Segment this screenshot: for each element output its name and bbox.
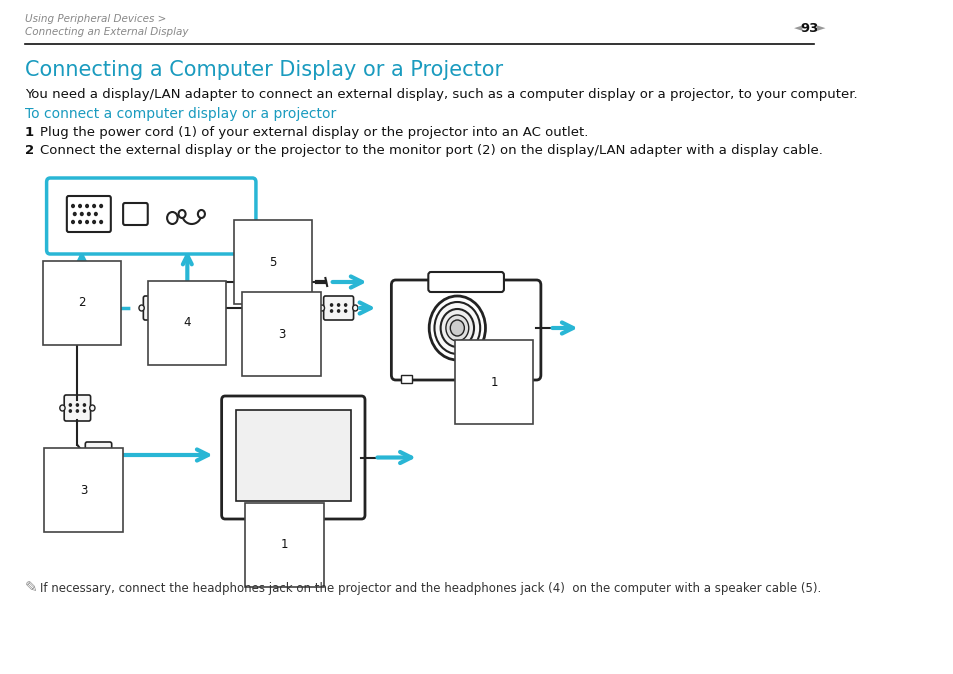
- Circle shape: [434, 302, 479, 354]
- FancyBboxPatch shape: [64, 395, 91, 421]
- Bar: [286, 515, 300, 533]
- Circle shape: [88, 212, 90, 216]
- Circle shape: [60, 405, 65, 411]
- Text: Using Peripheral Devices >: Using Peripheral Devices >: [25, 14, 166, 24]
- Text: Connect the external display or the projector to the monitor port (2) on the dis: Connect the external display or the proj…: [40, 144, 822, 157]
- Text: 3: 3: [277, 328, 285, 340]
- Circle shape: [178, 210, 186, 218]
- FancyBboxPatch shape: [47, 178, 255, 254]
- Circle shape: [164, 304, 166, 306]
- Circle shape: [344, 310, 346, 312]
- Circle shape: [91, 451, 92, 453]
- Text: 5: 5: [269, 255, 276, 268]
- Circle shape: [86, 220, 89, 224]
- Circle shape: [91, 457, 92, 459]
- Circle shape: [150, 304, 152, 306]
- FancyBboxPatch shape: [221, 396, 365, 519]
- Circle shape: [70, 410, 71, 412]
- Circle shape: [97, 457, 99, 459]
- Text: 3: 3: [80, 483, 87, 497]
- Text: You need a display/LAN adapter to connect an external display, such as a compute: You need a display/LAN adapter to connec…: [25, 88, 857, 101]
- Circle shape: [167, 212, 177, 224]
- Text: 1: 1: [25, 126, 33, 139]
- Circle shape: [164, 310, 166, 312]
- FancyBboxPatch shape: [67, 196, 111, 232]
- Circle shape: [139, 305, 144, 311]
- Bar: [517, 375, 528, 383]
- Circle shape: [105, 457, 107, 459]
- Text: ►: ►: [817, 23, 824, 33]
- FancyBboxPatch shape: [123, 203, 148, 225]
- Text: 4: 4: [183, 317, 191, 330]
- Circle shape: [445, 315, 468, 341]
- Text: Connecting an External Display: Connecting an External Display: [25, 27, 188, 37]
- Circle shape: [450, 320, 464, 336]
- Text: ✎: ✎: [25, 580, 37, 595]
- Circle shape: [71, 204, 74, 208]
- Circle shape: [157, 304, 159, 306]
- Circle shape: [330, 310, 333, 312]
- Circle shape: [90, 405, 95, 411]
- Circle shape: [150, 310, 152, 312]
- Circle shape: [337, 304, 339, 306]
- Text: ◄: ◄: [794, 23, 802, 33]
- FancyBboxPatch shape: [391, 280, 540, 380]
- Circle shape: [344, 304, 346, 306]
- Circle shape: [105, 451, 107, 453]
- Circle shape: [92, 204, 95, 208]
- Text: If necessary, connect the headphones jack on the projector and the headphones ja: If necessary, connect the headphones jac…: [40, 582, 821, 595]
- Circle shape: [100, 204, 102, 208]
- Circle shape: [79, 220, 81, 224]
- Text: 2: 2: [78, 297, 86, 309]
- FancyBboxPatch shape: [265, 531, 321, 545]
- Circle shape: [100, 220, 102, 224]
- Circle shape: [157, 310, 159, 312]
- Circle shape: [172, 305, 177, 311]
- Text: 1: 1: [280, 539, 288, 551]
- Circle shape: [92, 220, 95, 224]
- Circle shape: [86, 204, 89, 208]
- Circle shape: [330, 304, 333, 306]
- Circle shape: [80, 212, 83, 216]
- Circle shape: [440, 309, 474, 347]
- Circle shape: [76, 410, 78, 412]
- FancyBboxPatch shape: [85, 442, 112, 468]
- Circle shape: [83, 404, 86, 406]
- Circle shape: [76, 404, 78, 406]
- Circle shape: [111, 452, 116, 458]
- Circle shape: [319, 305, 324, 311]
- Bar: [400, 375, 411, 383]
- FancyBboxPatch shape: [143, 296, 173, 320]
- Circle shape: [337, 310, 339, 312]
- Circle shape: [71, 220, 74, 224]
- Text: 1: 1: [490, 375, 497, 388]
- Circle shape: [429, 296, 485, 360]
- Circle shape: [197, 210, 205, 218]
- Circle shape: [83, 410, 86, 412]
- Bar: [235, 410, 351, 501]
- Circle shape: [81, 452, 86, 458]
- Circle shape: [97, 451, 99, 453]
- Circle shape: [70, 404, 71, 406]
- Circle shape: [94, 212, 97, 216]
- Circle shape: [353, 305, 357, 311]
- Text: To connect a computer display or a projector: To connect a computer display or a proje…: [25, 107, 335, 121]
- Text: 93: 93: [800, 22, 819, 34]
- Text: 2: 2: [25, 144, 33, 157]
- Text: Connecting a Computer Display or a Projector: Connecting a Computer Display or a Proje…: [25, 60, 502, 80]
- Text: Plug the power cord (1) of your external display or the projector into an AC out: Plug the power cord (1) of your external…: [40, 126, 588, 139]
- FancyBboxPatch shape: [323, 296, 354, 320]
- FancyBboxPatch shape: [428, 272, 503, 292]
- Circle shape: [73, 212, 76, 216]
- Circle shape: [79, 204, 81, 208]
